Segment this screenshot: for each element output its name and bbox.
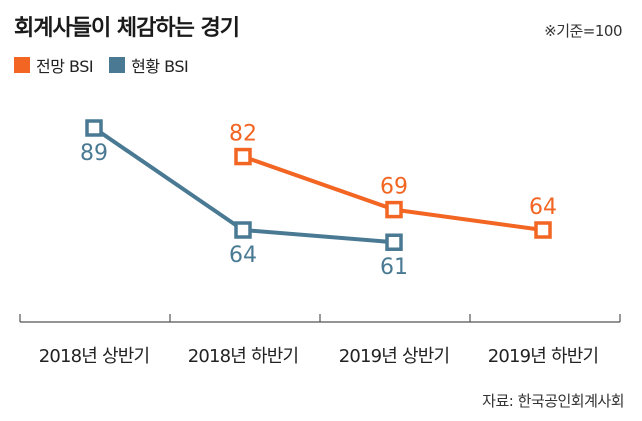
legend-item-forecast: 전망 BSI xyxy=(14,53,94,77)
data-point-0-1 xyxy=(234,147,252,166)
data-label-0-1: 82 xyxy=(229,122,257,147)
legend-item-current: 현황 BSI xyxy=(109,53,189,77)
x-tick-label-3: 2019년 하반기 xyxy=(488,346,599,367)
data-label-1-1: 64 xyxy=(229,243,257,268)
data-label-1-2: 61 xyxy=(380,255,408,280)
data-label-1-0: 89 xyxy=(80,141,108,166)
x-tick-label-0: 2018년 상반기 xyxy=(39,346,150,367)
data-point-1-0 xyxy=(85,119,103,137)
chart-title: 회계사들이 체감하는 경기 xyxy=(14,16,240,41)
data-point-1-2 xyxy=(385,233,403,251)
data-label-0-2: 69 xyxy=(380,175,408,200)
legend-swatch-current xyxy=(109,57,126,73)
legend-label-current: 현황 BSI xyxy=(131,57,189,76)
x-tick-label-2: 2019년 상반기 xyxy=(339,346,450,367)
x-tick-label-1: 2018년 하반기 xyxy=(188,346,299,367)
legend: 전망 BSI 현황 BSI xyxy=(14,53,189,77)
data-label-0-3: 64 xyxy=(529,195,557,220)
data-point-0-3 xyxy=(534,221,552,239)
data-point-0-2 xyxy=(385,200,403,219)
legend-label-forecast: 전망 BSI xyxy=(36,57,94,76)
source-note: 자료: 한국공인회계사회 xyxy=(482,392,624,410)
basis-note: ※기준=100 xyxy=(544,22,622,40)
data-point-1-1 xyxy=(234,221,252,239)
legend-swatch-forecast xyxy=(14,57,30,73)
